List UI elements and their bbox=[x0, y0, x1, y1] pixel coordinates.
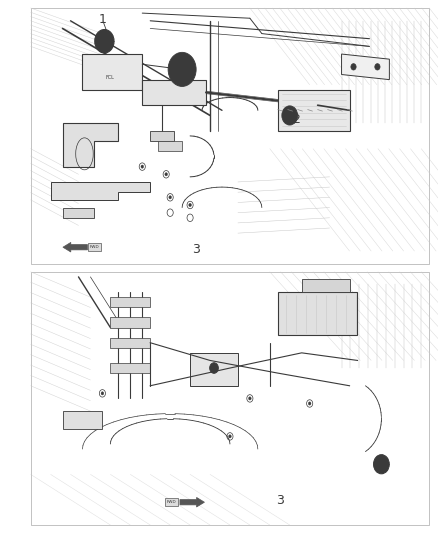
Circle shape bbox=[210, 362, 219, 373]
Polygon shape bbox=[150, 131, 174, 141]
Polygon shape bbox=[110, 363, 150, 373]
Text: 2: 2 bbox=[292, 113, 300, 126]
Polygon shape bbox=[278, 292, 357, 335]
Circle shape bbox=[141, 165, 144, 168]
Circle shape bbox=[229, 435, 231, 438]
FancyBboxPatch shape bbox=[166, 498, 178, 506]
Circle shape bbox=[249, 397, 251, 400]
Circle shape bbox=[374, 455, 389, 474]
Circle shape bbox=[351, 63, 356, 70]
Polygon shape bbox=[142, 79, 206, 105]
Polygon shape bbox=[63, 411, 102, 429]
FancyArrow shape bbox=[63, 243, 88, 252]
Polygon shape bbox=[51, 182, 150, 200]
Circle shape bbox=[97, 33, 111, 50]
FancyArrow shape bbox=[180, 497, 205, 507]
Polygon shape bbox=[110, 338, 150, 348]
Polygon shape bbox=[63, 123, 118, 167]
Circle shape bbox=[95, 29, 114, 53]
Polygon shape bbox=[63, 207, 95, 218]
Text: FCL: FCL bbox=[106, 75, 115, 79]
Circle shape bbox=[212, 366, 216, 371]
Text: FWD: FWD bbox=[90, 245, 99, 249]
Text: 3: 3 bbox=[192, 243, 200, 256]
Text: 1: 1 bbox=[99, 13, 106, 26]
Circle shape bbox=[375, 63, 380, 70]
Circle shape bbox=[189, 204, 191, 207]
Polygon shape bbox=[158, 141, 182, 151]
Polygon shape bbox=[302, 279, 350, 292]
Circle shape bbox=[308, 402, 311, 405]
Polygon shape bbox=[110, 317, 150, 327]
Polygon shape bbox=[278, 90, 350, 131]
Circle shape bbox=[379, 462, 384, 467]
Circle shape bbox=[377, 459, 386, 470]
Polygon shape bbox=[110, 297, 150, 307]
Circle shape bbox=[168, 52, 196, 86]
Circle shape bbox=[101, 392, 104, 395]
Polygon shape bbox=[342, 54, 389, 79]
Polygon shape bbox=[82, 54, 142, 90]
Circle shape bbox=[169, 196, 171, 199]
Text: FWD: FWD bbox=[167, 500, 177, 504]
Text: 3: 3 bbox=[276, 495, 284, 507]
Bar bbox=[31, 8, 429, 264]
FancyBboxPatch shape bbox=[88, 244, 101, 251]
Polygon shape bbox=[190, 353, 238, 386]
Bar bbox=[31, 272, 429, 525]
Circle shape bbox=[282, 106, 297, 125]
Circle shape bbox=[285, 110, 294, 121]
Circle shape bbox=[165, 173, 167, 176]
